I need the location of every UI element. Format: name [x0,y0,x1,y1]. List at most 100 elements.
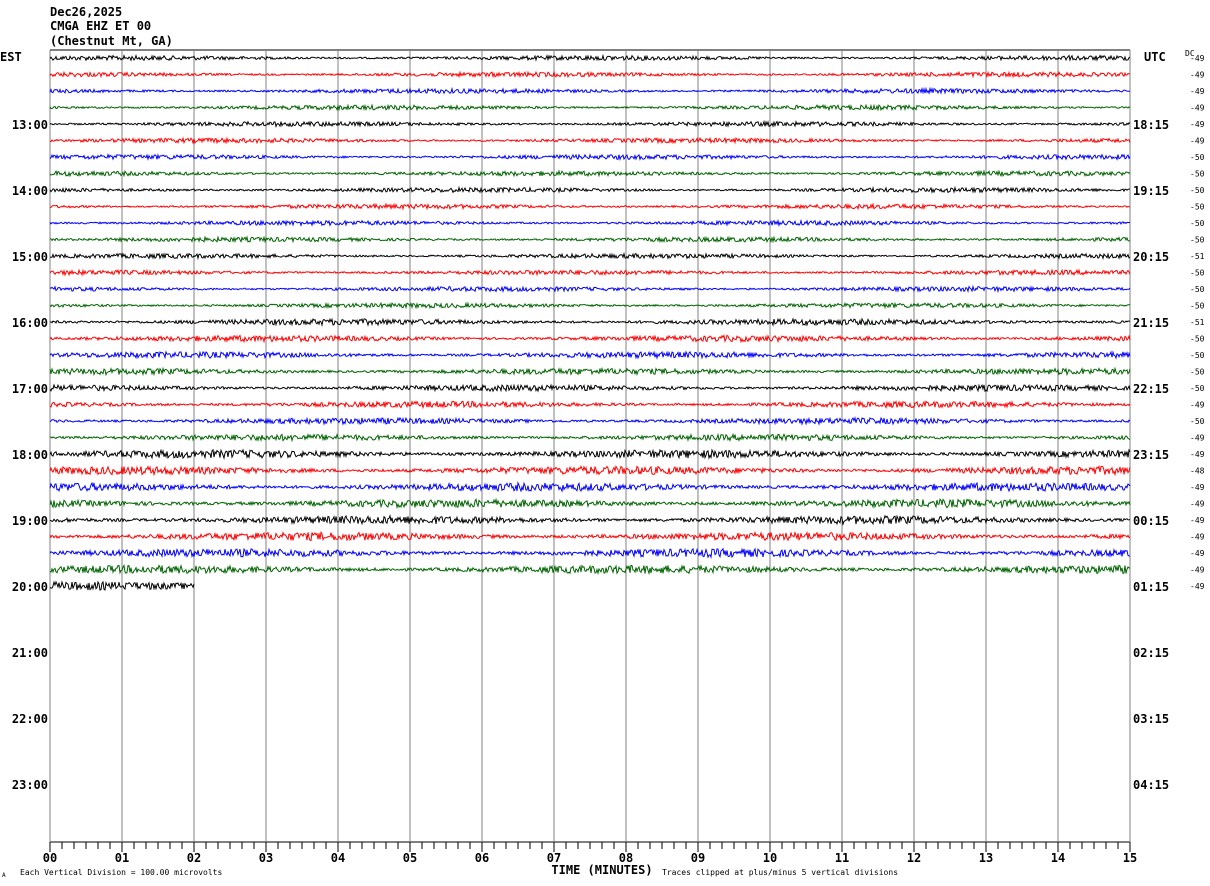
seismic-trace [49,169,1131,178]
dc-offset-value: -50 [1190,269,1205,278]
est-axis-label: EST [0,50,22,64]
scale-note: Each Vertical Division = 100.00 microvol… [20,868,222,877]
clip-note: Traces clipped at plus/minus 5 vertical … [662,868,898,877]
utc-hour-label: 18:15 [1133,118,1169,132]
seismic-trace [49,530,1131,542]
seismic-trace [49,334,1131,344]
seismic-trace [49,301,1131,310]
x-tick-label: 15 [1123,851,1137,865]
seismic-trace [49,416,1131,426]
dc-offset-value: -51 [1190,252,1205,261]
utc-hour-label: 02:15 [1133,646,1169,660]
dc-offset-value: -49 [1190,54,1205,63]
x-tick-label: 07 [547,851,561,865]
dc-offset-value: -51 [1190,318,1205,327]
seismic-trace [49,251,1131,261]
seismic-trace [49,547,1131,559]
seismic-trace [49,86,1130,95]
seismic-trace [49,218,1131,227]
est-hour-label: 20:00 [12,580,48,594]
est-hour-label: 17:00 [12,382,48,396]
seismic-trace [49,432,1131,443]
utc-hour-label: 19:15 [1133,184,1169,198]
x-tick-label: 12 [907,851,921,865]
utc-hour-label: 23:15 [1133,448,1169,462]
dc-offset-value: -49 [1190,87,1205,96]
x-tick-label: 10 [763,851,777,865]
utc-hour-label: 21:15 [1133,316,1169,330]
seismic-trace [49,400,1131,410]
utc-hour-label: 20:15 [1133,250,1169,264]
corner-mark: A [2,872,6,879]
dc-offset-value: -50 [1190,417,1205,426]
dc-offset-value: -49 [1190,434,1205,443]
dc-label: DC [1185,49,1195,58]
est-hour-label: 16:00 [12,316,48,330]
x-tick-label: 03 [259,851,273,865]
utc-hour-label: 22:15 [1133,382,1169,396]
date-label: Dec26,2025 [50,5,123,19]
seismic-trace [49,185,1130,194]
dc-offset-value: -49 [1190,71,1205,80]
dc-offset-value: -49 [1190,104,1205,113]
seismic-trace [49,284,1131,294]
seismic-trace [49,317,1131,327]
seismic-trace [49,119,1131,129]
dc-offset-value: -48 [1190,467,1205,476]
seismic-trace [49,202,1131,211]
dc-offset-value: -49 [1190,120,1205,129]
seismic-trace [49,366,1131,377]
dc-offset-value: -49 [1190,137,1205,146]
utc-hour-label: 01:15 [1133,580,1169,594]
utc-hour-label: 00:15 [1133,514,1169,528]
dc-offset-value: -50 [1190,351,1205,360]
location-label: (Chestnut Mt, GA) [50,34,173,48]
est-hour-label: 19:00 [12,514,48,528]
dc-offset-value: -50 [1190,285,1205,294]
dc-offset-value: -49 [1190,549,1205,558]
est-hour-label: 21:00 [12,646,48,660]
x-tick-label: 00 [43,851,57,865]
seismic-trace [49,350,1131,360]
seismic-trace [49,383,1131,393]
seismic-trace [49,464,1131,477]
dc-offset-value: -50 [1190,219,1205,228]
seismic-trace [49,53,1131,62]
est-hour-label: 23:00 [12,778,48,792]
dc-offset-value: -49 [1190,500,1205,509]
dc-offset-value: -50 [1190,153,1205,162]
x-tick-label: 13 [979,851,993,865]
x-tick-label: 02 [187,851,201,865]
seismic-trace [49,513,1131,527]
utc-hour-label: 04:15 [1133,778,1169,792]
est-hour-label: 13:00 [12,118,48,132]
x-axis-title: TIME (MINUTES) [551,863,652,877]
utc-hour-label: 03:15 [1133,712,1169,726]
seismic-trace [49,448,1131,461]
seismic-trace [49,480,1131,493]
dc-offset-value: -49 [1190,483,1205,492]
seismic-trace [49,268,1131,277]
dc-offset-value: -49 [1190,516,1205,525]
dc-offset-value: -49 [1190,582,1205,591]
dc-offset-value: -49 [1190,401,1205,410]
dc-offset-value: -50 [1190,186,1205,195]
est-hour-label: 15:00 [12,250,48,264]
seismic-trace [49,497,1131,510]
x-tick-label: 11 [835,851,849,865]
seismic-trace [49,153,1131,162]
x-tick-label: 14 [1051,851,1065,865]
x-tick-label: 09 [691,851,705,865]
seismic-trace [49,563,1131,576]
est-hour-label: 22:00 [12,712,48,726]
dc-offset-value: -50 [1190,368,1205,377]
x-tick-label: 06 [475,851,489,865]
dc-offset-value: -49 [1190,533,1205,542]
dc-offset-value: -50 [1190,203,1205,212]
est-hour-label: 14:00 [12,184,48,198]
dc-offset-value: -50 [1190,236,1205,245]
dc-offset-value: -49 [1190,450,1205,459]
seismic-trace [49,103,1131,112]
seismic-trace [49,235,1131,244]
